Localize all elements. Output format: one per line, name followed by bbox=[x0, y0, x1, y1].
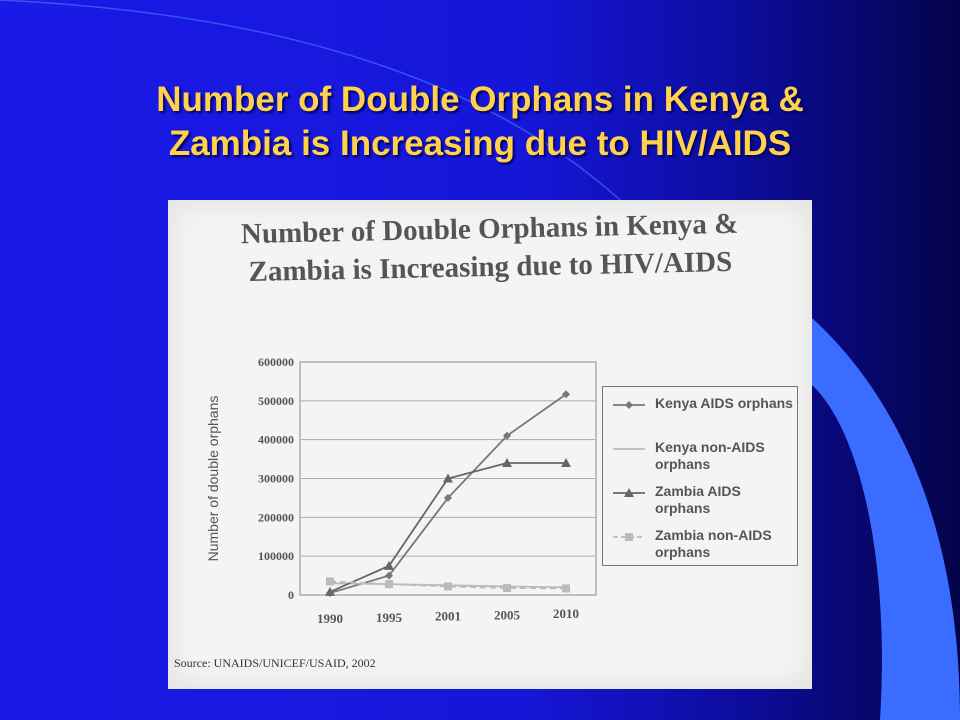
y-tick-label: 600000 bbox=[258, 355, 294, 369]
accent-curve bbox=[812, 318, 960, 720]
scanned-chart-image: Number of Double Orphans in Kenya & Zamb… bbox=[168, 200, 812, 689]
data-point-s3-3 bbox=[503, 584, 511, 593]
x-tick-label: 1990 bbox=[317, 611, 343, 626]
chart-legend: Kenya AIDS orphans Kenya non-AIDS orphans… bbox=[602, 386, 798, 566]
legend-symbol bbox=[613, 401, 645, 409]
line-chart: 0 100000 200000 300000 400000 500000 600000 199… bbox=[205, 355, 597, 626]
x-tick-label: 2005 bbox=[494, 607, 521, 622]
y-tick-label: 0 bbox=[288, 588, 294, 602]
slide-title-line-1: Number of Double Orphans in Kenya & bbox=[156, 80, 804, 119]
source-note: Source: UNAIDS/UNICEF/USAID, 2002 bbox=[174, 656, 376, 670]
data-point-s2-1 bbox=[384, 560, 394, 570]
legend-label: Kenya AIDS orphans bbox=[655, 395, 793, 411]
y-tick-label: 100000 bbox=[258, 549, 294, 563]
data-point-s3-4 bbox=[562, 584, 570, 593]
slide-title: Number of Double Orphans in Kenya & Zamb… bbox=[0, 78, 960, 166]
y-tick-label: 500000 bbox=[258, 394, 294, 408]
legend-symbol bbox=[613, 448, 645, 450]
legend-symbol bbox=[613, 488, 645, 497]
data-point-s2-2 bbox=[443, 473, 453, 483]
data-point-s2-0 bbox=[325, 586, 335, 596]
data-point-s0-1 bbox=[385, 571, 393, 580]
series-line-0 bbox=[329, 393, 567, 594]
legend-label: Zambia AIDS orphans bbox=[655, 483, 741, 516]
data-point-s0-2 bbox=[444, 493, 452, 502]
x-tick-label: 1995 bbox=[376, 610, 403, 625]
y-axis-label: Number of double orphans bbox=[205, 396, 221, 562]
x-tick-label: 2001 bbox=[435, 609, 461, 624]
y-tick-label: 200000 bbox=[258, 510, 294, 524]
legend-symbol bbox=[613, 533, 645, 541]
slide-title-line-2: Zambia is Increasing due to HIV/AIDS bbox=[168, 124, 792, 163]
data-point-s3-2 bbox=[444, 582, 452, 591]
y-tick-label: 400000 bbox=[258, 433, 294, 447]
data-point-s0-3 bbox=[503, 431, 511, 440]
legend-label: Kenya non-AIDS orphans bbox=[655, 439, 765, 472]
data-point-s2-4 bbox=[561, 457, 571, 467]
data-point-s2-3 bbox=[502, 457, 512, 467]
legend-label: Zambia non-AIDS orphans bbox=[655, 527, 772, 560]
y-tick-label: 300000 bbox=[258, 472, 294, 486]
x-tick-label: 2010 bbox=[553, 606, 579, 621]
data-point-s0-4 bbox=[562, 390, 570, 399]
data-point-s3-1 bbox=[385, 580, 393, 589]
data-point-s3-0 bbox=[326, 577, 334, 586]
